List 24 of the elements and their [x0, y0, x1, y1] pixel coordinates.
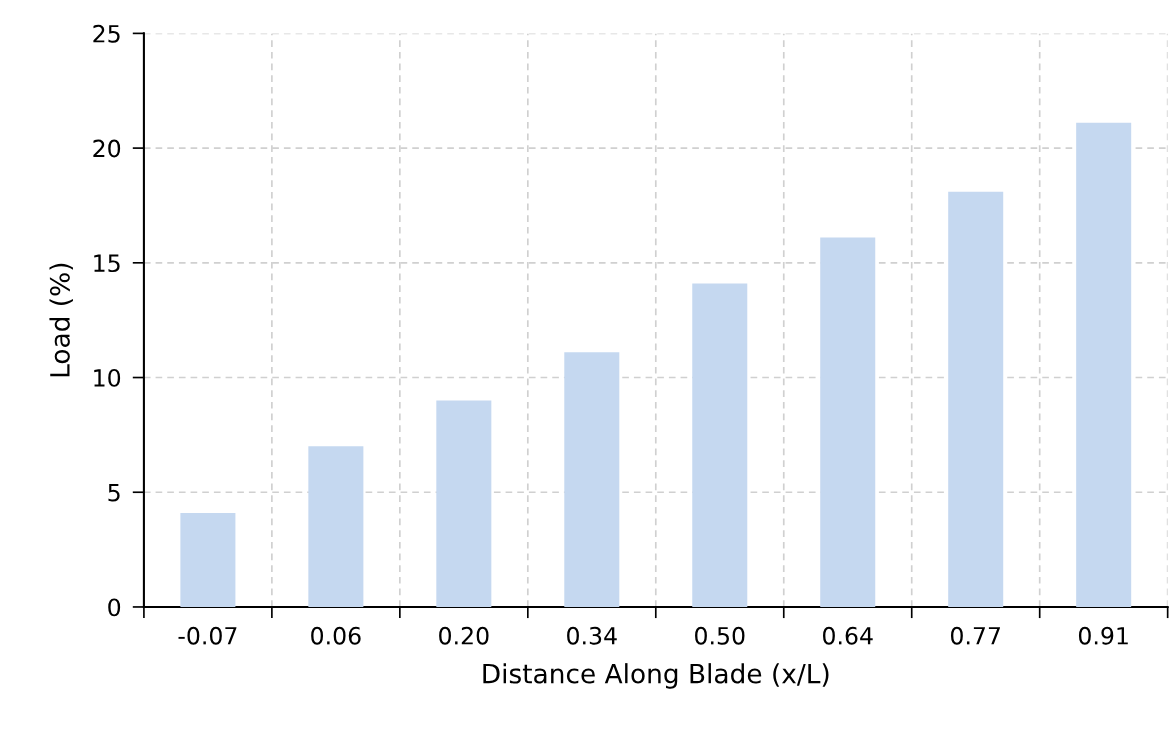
x-tick-label: -0.07	[178, 626, 237, 645]
x-tick-label: 0.91	[1078, 626, 1128, 645]
x-tick-label: 0.34	[567, 626, 617, 645]
bar	[820, 237, 876, 607]
bar	[564, 352, 620, 607]
y-axis-title: Load (%)	[49, 263, 73, 377]
bar	[180, 512, 236, 607]
x-tick-label: 0.77	[950, 626, 1000, 645]
x-tick-label: 0.20	[439, 626, 489, 645]
x-tick-label: 0.64	[823, 626, 873, 645]
y-tick-label: 10	[94, 368, 121, 387]
y-tick-label: 5	[108, 484, 120, 502]
y-tick-label: 20	[93, 139, 121, 158]
bar	[1076, 122, 1132, 607]
y-tick-label: 15	[94, 254, 120, 273]
x-axis-title: Distance Along Blade (x/L)	[483, 663, 829, 689]
bar	[436, 400, 492, 607]
y-tick-label: 25	[93, 24, 120, 43]
x-tick-label: 0.06	[311, 626, 361, 645]
bar	[692, 283, 748, 607]
bar	[308, 446, 364, 607]
y-tick-label: 0	[108, 598, 121, 617]
x-tick-label: 0.50	[695, 626, 745, 645]
bar	[948, 191, 1004, 607]
